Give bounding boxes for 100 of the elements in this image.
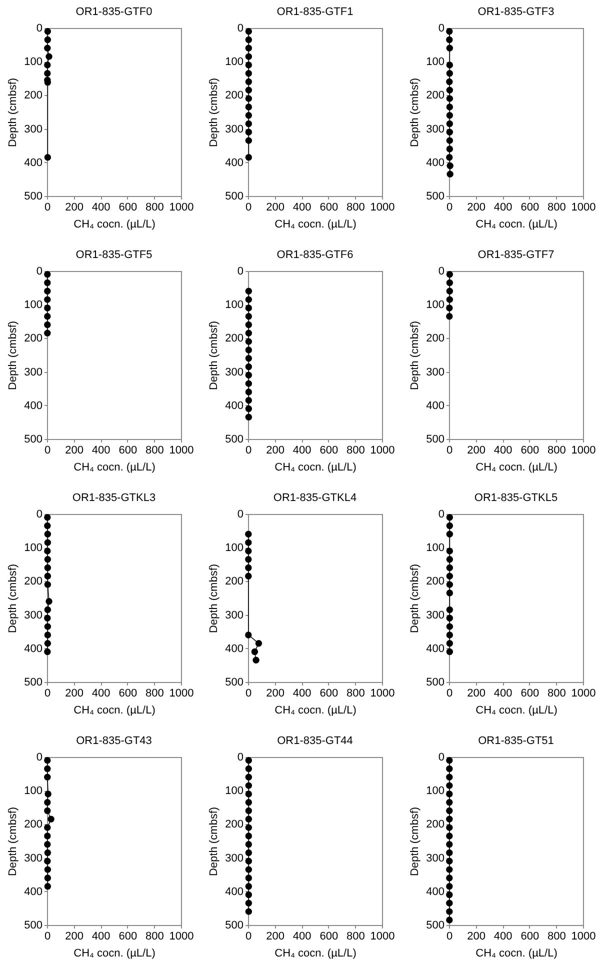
- x-tick-label: 200: [65, 444, 84, 456]
- x-tick-label: 1000: [370, 930, 395, 942]
- x-tick-label: 200: [266, 444, 284, 456]
- y-tick-label: 0: [36, 508, 42, 520]
- point: [245, 874, 252, 882]
- point: [245, 288, 252, 295]
- point: [44, 530, 52, 538]
- point: [44, 581, 52, 588]
- x-tick-label: 200: [266, 202, 284, 214]
- chart-title: OR1-835-GTF0: [76, 6, 152, 18]
- x-tick-label: 600: [320, 202, 338, 214]
- y-tick-label: 200: [24, 818, 42, 831]
- x-tick-label: 400: [292, 202, 312, 214]
- y-tick-label: 100: [24, 785, 42, 798]
- point: [446, 640, 454, 647]
- point: [44, 288, 51, 295]
- y-tick-label: 100: [225, 542, 244, 554]
- point: [44, 774, 51, 781]
- y-tick-label: 300: [24, 609, 42, 622]
- x-tick-label: 800: [146, 444, 164, 456]
- y-tick-label: 200: [426, 818, 444, 831]
- y-tick-label: 400: [24, 400, 42, 412]
- x-tick-label: 400: [494, 930, 512, 942]
- point: [245, 388, 252, 396]
- point: [255, 640, 262, 647]
- y-tick-label: 100: [225, 56, 244, 68]
- x-tick-label: 0: [446, 202, 453, 214]
- x-tick-label: 800: [548, 930, 566, 942]
- y-tick-label: 500: [426, 190, 444, 202]
- point: [245, 154, 252, 161]
- point: [245, 908, 252, 915]
- point: [245, 355, 252, 362]
- y-tick-label: 0: [36, 22, 42, 34]
- point: [446, 790, 453, 798]
- y-axis-title: Depth (cmbsf): [208, 564, 220, 634]
- point: [446, 782, 453, 789]
- x-tick-label: 0: [446, 444, 453, 456]
- x-tick-label: 400: [292, 930, 312, 942]
- point: [446, 874, 453, 882]
- point: [46, 53, 52, 60]
- point: [44, 866, 52, 873]
- point: [245, 799, 252, 806]
- point: [44, 522, 51, 530]
- point: [245, 816, 252, 823]
- point: [245, 841, 252, 848]
- x-axis-title: CH₄ cocn. (µL/L): [476, 462, 558, 474]
- x-axis-title: CH₄ cocn. (µL/L): [476, 704, 558, 716]
- point: [252, 656, 260, 664]
- point: [44, 858, 51, 865]
- point: [44, 271, 51, 278]
- y-tick-label: 200: [225, 90, 244, 102]
- point: [245, 44, 252, 52]
- x-tick-label: 400: [92, 202, 110, 214]
- y-tick-label: 100: [426, 542, 444, 554]
- point: [245, 572, 252, 580]
- x-tick-label: 600: [118, 202, 138, 214]
- y-axis-title: Depth (cmbsf): [409, 564, 422, 634]
- point: [446, 564, 454, 572]
- point: [44, 849, 52, 856]
- point: [245, 36, 252, 44]
- y-tick-label: 400: [426, 400, 444, 412]
- point: [446, 900, 453, 907]
- y-tick-label: 100: [426, 299, 444, 312]
- x-tick-label: 0: [446, 688, 453, 700]
- point: [44, 44, 51, 52]
- y-tick-label: 400: [225, 400, 244, 412]
- point: [446, 279, 454, 286]
- point: [44, 841, 51, 848]
- point: [245, 330, 252, 337]
- chart-title: OR1-835-GTF6: [276, 249, 354, 261]
- x-tick-label: 0: [245, 444, 252, 456]
- y-tick-label: 300: [24, 852, 42, 864]
- x-tick-label: 200: [65, 930, 84, 942]
- point: [245, 78, 252, 86]
- x-tick-label: 400: [292, 444, 312, 456]
- y-tick-label: 300: [225, 366, 244, 378]
- x-tick-label: 200: [467, 930, 486, 942]
- point: [446, 522, 454, 530]
- x-tick-label: 800: [548, 444, 566, 456]
- y-tick-label: 500: [225, 190, 244, 202]
- point: [245, 137, 252, 144]
- point: [245, 765, 252, 772]
- y-axis-title: Depth (cmbsf): [208, 78, 220, 148]
- y-tick-label: 400: [426, 156, 444, 169]
- point: [245, 832, 252, 840]
- point: [44, 313, 51, 320]
- y-axis-title: Depth (cmbsf): [7, 320, 20, 390]
- point: [245, 95, 252, 102]
- x-tick-label: 1000: [370, 202, 395, 214]
- point: [245, 304, 252, 312]
- y-tick-label: 400: [24, 642, 42, 655]
- y-tick-label: 0: [237, 752, 244, 764]
- point: [245, 632, 252, 638]
- point: [44, 321, 51, 328]
- y-tick-label: 400: [24, 156, 42, 169]
- chart-title: OR1-835-GTF7: [478, 249, 554, 261]
- y-tick-label: 100: [24, 542, 42, 554]
- point: [245, 338, 252, 345]
- y-tick-label: 100: [24, 56, 42, 68]
- point: [245, 774, 252, 781]
